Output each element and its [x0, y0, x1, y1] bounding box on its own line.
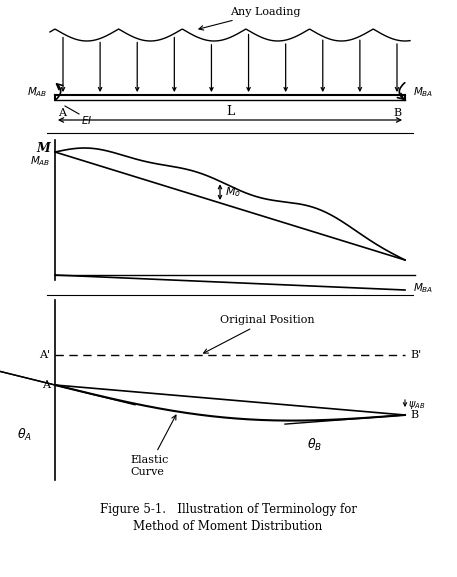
- Text: Figure 5-1.   Illustration of Terminology for: Figure 5-1. Illustration of Terminology …: [100, 504, 356, 516]
- Text: $\theta_B$: $\theta_B$: [308, 437, 323, 453]
- Text: Elastic
Curve: Elastic Curve: [130, 415, 176, 477]
- Text: $M_{AB}$: $M_{AB}$: [30, 154, 50, 168]
- Text: L: L: [226, 105, 234, 118]
- Text: M: M: [36, 142, 50, 155]
- Text: B: B: [410, 410, 418, 420]
- Text: Original Position: Original Position: [203, 315, 314, 353]
- Text: B': B': [410, 350, 421, 360]
- Text: B: B: [394, 108, 402, 118]
- Text: A: A: [42, 380, 50, 390]
- Text: $M_o$: $M_o$: [225, 185, 241, 199]
- Text: $M_{AB}$: $M_{AB}$: [27, 85, 47, 99]
- Text: A: A: [58, 108, 66, 118]
- Text: Method of Moment Distribution: Method of Moment Distribution: [133, 520, 323, 534]
- Text: A': A': [39, 350, 50, 360]
- Text: Any Loading: Any Loading: [199, 7, 301, 30]
- Text: $M_{BA}$: $M_{BA}$: [413, 85, 433, 99]
- Text: $M_{BA}$: $M_{BA}$: [413, 281, 433, 295]
- Text: $EI$: $EI$: [81, 114, 92, 126]
- Text: $\theta_A$: $\theta_A$: [17, 427, 32, 443]
- Text: $\psi_{AB}$: $\psi_{AB}$: [408, 399, 425, 411]
